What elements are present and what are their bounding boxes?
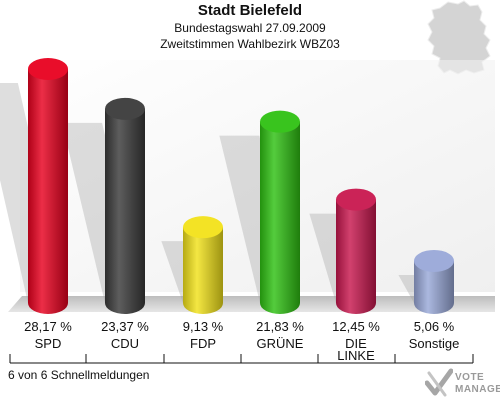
category-label: GRÜNE xyxy=(257,336,304,351)
chart-subtitle: Bundestagswahl 27.09.2009 xyxy=(174,21,326,35)
logo-line-1: VOTE xyxy=(455,372,485,383)
value-label: 5,06 % xyxy=(414,319,455,334)
logo-line-2: MANAGER xyxy=(455,384,500,395)
bar-cdu xyxy=(105,108,145,314)
bar-gr-ne xyxy=(260,121,300,314)
value-label: 28,17 % xyxy=(24,319,72,334)
bar-top-5 xyxy=(414,249,454,272)
bar-top-1 xyxy=(105,97,145,120)
category-label: CDU xyxy=(111,336,139,351)
bar-spd xyxy=(28,69,68,314)
bar-top-2 xyxy=(183,216,223,239)
reporting-status: 6 von 6 Schnellmeldungen xyxy=(8,368,150,382)
bar-die-linke xyxy=(336,199,376,314)
bar-top-0 xyxy=(28,58,68,80)
bar-top-4 xyxy=(336,188,376,211)
checkmark-icon xyxy=(425,368,453,397)
value-label: 23,37 % xyxy=(101,319,149,334)
district-label: Zweitstimmen Wahlbezirk WBZ03 xyxy=(160,37,340,51)
bar-fdp xyxy=(183,227,223,314)
category-label: FDP xyxy=(190,336,216,351)
category-label: Sonstige xyxy=(409,336,460,351)
value-label: 12,45 % xyxy=(332,319,380,334)
value-label: 9,13 % xyxy=(183,319,224,334)
bar-sonstige xyxy=(414,260,454,314)
value-label: 21,83 % xyxy=(256,319,304,334)
bar-top-3 xyxy=(260,110,300,133)
chart-title: Stadt Bielefeld xyxy=(197,2,303,19)
category-label: SPD xyxy=(35,336,62,351)
vote-manager-logo: VOTE MANAGER xyxy=(425,366,500,400)
category-label: DIE LINKE xyxy=(337,336,375,363)
